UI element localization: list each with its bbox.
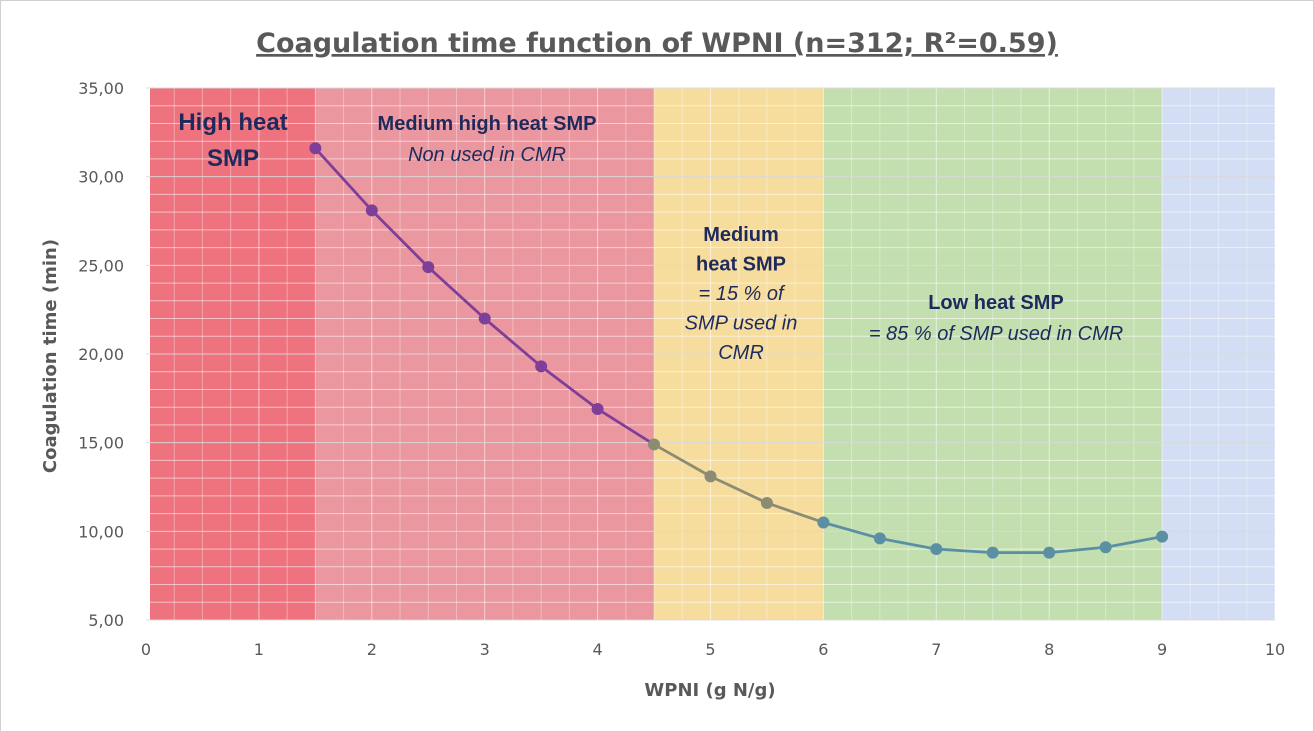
zone-label-line: SMP (207, 145, 259, 172)
data-point (873, 532, 886, 545)
zone-label-line: High heat (178, 109, 287, 136)
zone-label-line: CMR (718, 342, 764, 364)
zone-label-line: = 15 % of (698, 283, 786, 305)
data-point (760, 496, 773, 509)
x-tick-label: 4 (593, 640, 603, 659)
x-tick-label: 1 (254, 640, 264, 659)
tick-layer: 0 1 2 3 4 5 6 7 8 9 10 5,00 10,00 15,00 20,00 25,00 30,0… (78, 79, 1285, 659)
series-segment (765, 501, 825, 524)
data-point (591, 402, 604, 415)
x-tick-label: 8 (1044, 640, 1054, 659)
y-tick-label: 25,00 (78, 256, 124, 275)
data-point (422, 261, 435, 274)
x-tick-label: 3 (480, 640, 490, 659)
x-tick-label: 10 (1265, 640, 1285, 659)
data-point (365, 204, 378, 217)
x-tick-label: 9 (1157, 640, 1167, 659)
y-tick-label: 5,00 (88, 611, 124, 630)
series-segment (822, 521, 882, 540)
y-tick-label: 15,00 (78, 434, 124, 453)
series-segment (426, 265, 487, 320)
zone-label-line: Medium high heat SMP (378, 113, 597, 135)
series-segment (1047, 545, 1108, 555)
x-tick-label: 2 (367, 640, 377, 659)
series-segment (652, 443, 712, 478)
y-axis-label: Coagulation time (min) (40, 239, 61, 473)
zone-label-line: heat SMP (696, 254, 786, 276)
series-segment (878, 537, 938, 551)
zone-label-line: SMP used in (685, 313, 798, 335)
data-point (1099, 541, 1112, 554)
zone-label-line: Non used in CMR (408, 144, 566, 166)
series-segment (313, 146, 374, 212)
chart-title: Coagulation time function of WPNI (n=312… (256, 28, 1058, 59)
zone-label-line: Low heat SMP (928, 292, 1064, 314)
data-point (535, 360, 548, 373)
data-point (478, 312, 491, 325)
data-point (930, 543, 943, 556)
series-segment (934, 547, 995, 555)
x-tick-label: 6 (818, 640, 828, 659)
data-point (309, 142, 322, 155)
data-point (1043, 546, 1056, 559)
series-segment (1104, 535, 1164, 549)
series-segment (539, 365, 599, 411)
x-tick-label: 0 (141, 640, 151, 659)
series-segment (709, 474, 769, 505)
x-axis-label: WPNI (g N/g) (644, 680, 775, 701)
series-segment (483, 317, 543, 368)
y-tick-label: 35,00 (78, 79, 124, 98)
line-layer (309, 142, 1169, 559)
zone-label-line: Medium (703, 224, 779, 246)
x-tick-label: 7 (931, 640, 941, 659)
zone-text-layer: High heat SMP Medium high heat SMP Non used… (178, 109, 1123, 364)
data-point (704, 470, 717, 483)
grid-layer (145, 87, 1276, 621)
data-point (817, 516, 830, 529)
y-tick-label: 10,00 (78, 522, 124, 541)
y-tick-label: 30,00 (78, 168, 124, 187)
series-segment (370, 208, 430, 269)
data-point (986, 546, 999, 559)
x-tick-label: 5 (705, 640, 715, 659)
y-tick-label: 20,00 (78, 345, 124, 364)
zone-label-line: = 85 % of SMP used in CMR (869, 323, 1123, 345)
data-point (648, 438, 661, 451)
data-point (1156, 530, 1169, 543)
series-segment (596, 407, 656, 446)
